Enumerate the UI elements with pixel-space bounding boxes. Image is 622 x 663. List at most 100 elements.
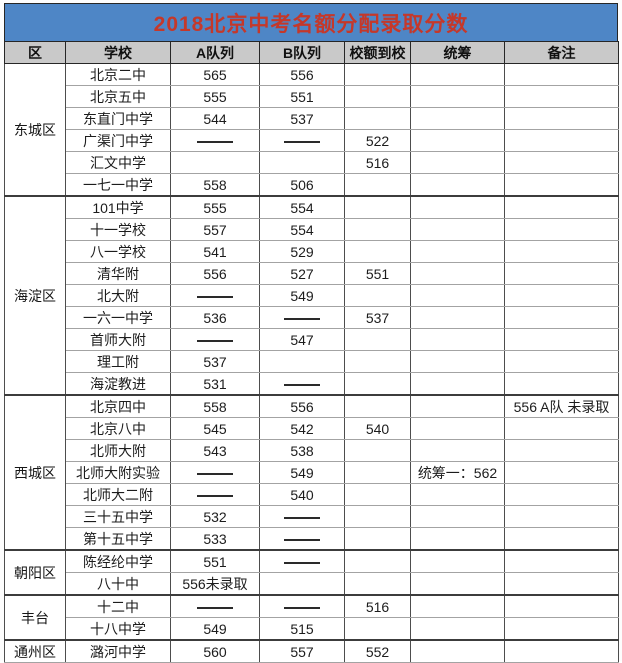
school-cell: 潞河中学 — [65, 639, 171, 663]
b-cell: 551 — [259, 85, 345, 108]
coordination-cell — [410, 572, 505, 596]
a-cell — [170, 129, 260, 152]
b-cell — [259, 527, 345, 551]
coordination-cell — [410, 328, 505, 351]
table-row: 海淀教进 531 — [5, 372, 619, 396]
a-cell: 558 — [170, 394, 260, 418]
b-cell: 538 — [259, 439, 345, 462]
a-cell — [170, 594, 260, 618]
district-cell: 海淀区 — [4, 195, 66, 396]
quota-cell — [344, 173, 411, 197]
remark-cell — [504, 572, 619, 596]
coordination-cell — [410, 483, 505, 506]
quota-cell: 522 — [344, 129, 411, 152]
column-header-5: 统筹 — [410, 41, 505, 64]
table-row: 理工附 537 — [5, 350, 619, 373]
table-row: 北大附 549 — [5, 284, 619, 307]
column-header-3: B队列 — [259, 41, 345, 64]
remark-cell — [504, 527, 619, 551]
b-cell: 537 — [259, 107, 345, 130]
b-cell — [259, 151, 345, 174]
school-cell: 北京五中 — [65, 85, 171, 108]
remark-cell — [504, 417, 619, 440]
school-cell: 海淀教进 — [65, 372, 171, 396]
school-cell: 十二中 — [65, 594, 171, 618]
dash-line — [284, 383, 320, 386]
table-row: 朝阳区 陈经纶中学 551 — [4, 549, 619, 596]
table-row: 丰台 十二中 516 — [4, 594, 619, 641]
school-cell: 十八中学 — [65, 617, 171, 641]
dash-line — [197, 140, 233, 143]
quota-cell: 540 — [344, 417, 411, 440]
quota-cell — [344, 195, 411, 219]
remark-cell — [504, 240, 619, 263]
remark-cell — [504, 372, 619, 396]
b-cell: 542 — [259, 417, 345, 440]
a-cell: 536 — [170, 306, 260, 329]
remark-cell — [504, 218, 619, 241]
school-cell: 八一学校 — [65, 240, 171, 263]
coordination-cell — [410, 439, 505, 462]
a-cell: 531 — [170, 372, 260, 396]
district-cell: 通州区 — [4, 639, 66, 663]
dash-line — [197, 339, 233, 342]
quota-cell: 516 — [344, 151, 411, 174]
table-row: 汇文中学 516 — [5, 151, 619, 174]
table-row: 北京五中 555 551 — [5, 85, 619, 108]
quota-cell — [344, 617, 411, 641]
remark-cell — [504, 173, 619, 197]
a-cell: 544 — [170, 107, 260, 130]
b-cell: 529 — [259, 240, 345, 263]
coordination-cell — [410, 218, 505, 241]
coordination-cell — [410, 195, 505, 219]
table-row: 第十五中学 533 — [5, 527, 619, 551]
b-cell: 506 — [259, 173, 345, 197]
school-cell: 东直门中学 — [65, 107, 171, 130]
remark-cell — [504, 350, 619, 373]
column-header-4: 校额到校 — [344, 41, 411, 64]
remark-cell — [504, 461, 619, 484]
district-cell: 丰台 — [4, 594, 66, 641]
table-row: 广渠门中学 522 — [5, 129, 619, 152]
table-row: 三十五中学 532 — [5, 505, 619, 528]
header-row: 区学校 A队列 B队列 校额到校 统筹 备注 — [4, 41, 619, 64]
a-cell: 545 — [170, 417, 260, 440]
coordination-cell — [410, 639, 505, 663]
dash-line — [197, 494, 233, 497]
remark-cell — [504, 63, 619, 86]
table-row: 首师大附 547 — [5, 328, 619, 351]
b-cell — [259, 129, 345, 152]
quota-cell — [344, 461, 411, 484]
b-cell — [259, 594, 345, 618]
a-cell: 557 — [170, 218, 260, 241]
a-cell: 541 — [170, 240, 260, 263]
school-cell: 北师大二附 — [65, 483, 171, 506]
coordination-cell — [410, 394, 505, 418]
quota-cell — [344, 63, 411, 86]
a-cell: 556未录取 — [170, 572, 260, 596]
school-cell: 首师大附 — [65, 328, 171, 351]
a-cell — [170, 483, 260, 506]
a-cell: 555 — [170, 195, 260, 219]
dash-line — [197, 295, 233, 298]
a-cell: 537 — [170, 350, 260, 373]
remark-cell — [504, 639, 619, 663]
school-cell: 一七一中学 — [65, 173, 171, 197]
district-cell: 东城区 — [4, 63, 66, 197]
column-header-2: A队列 — [170, 41, 260, 64]
quota-cell: 552 — [344, 639, 411, 663]
b-cell: 540 — [259, 483, 345, 506]
school-cell: 北大附 — [65, 284, 171, 307]
school-cell: 汇文中学 — [65, 151, 171, 174]
b-cell: 554 — [259, 195, 345, 219]
school-cell: 理工附 — [65, 350, 171, 373]
dash-line — [284, 561, 320, 564]
quota-cell — [344, 284, 411, 307]
a-cell: 532 — [170, 505, 260, 528]
school-cell: 三十五中学 — [65, 505, 171, 528]
remark-cell — [504, 328, 619, 351]
a-cell: 555 — [170, 85, 260, 108]
b-cell: 557 — [259, 639, 345, 663]
remark-cell — [504, 284, 619, 307]
page-title: 2018北京中考名额分配录取分数 — [4, 3, 618, 41]
